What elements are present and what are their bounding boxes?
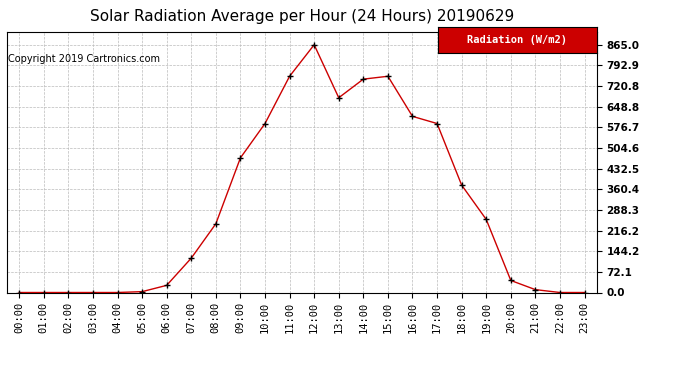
- Title: Solar Radiation Average per Hour (24 Hours) 20190629: Solar Radiation Average per Hour (24 Hou…: [90, 9, 514, 24]
- Text: Copyright 2019 Cartronics.com: Copyright 2019 Cartronics.com: [8, 54, 160, 64]
